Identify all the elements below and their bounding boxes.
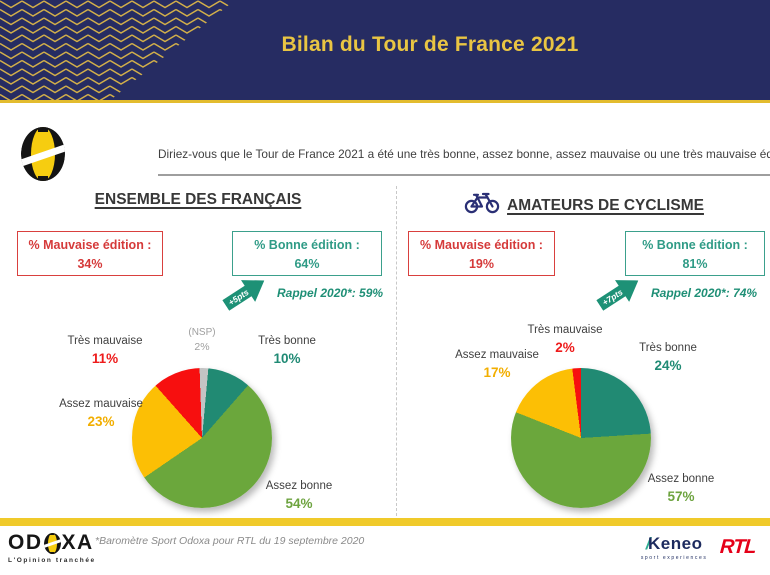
header: Bilan du Tour de France 2021 [0,0,770,100]
rtl-logo: RTL [719,536,757,558]
pie-label-nsp: (NSP) 2% [188,327,216,353]
odoxa-logo: OD XA L'Opinion tranchée [8,531,96,564]
survey-question: Diriez-vous que le Tour de France 2021 a… [158,147,770,161]
good-edition-label: % Bonne édition : [254,238,360,252]
trend-up-arrow-icon: +7pts [593,270,646,317]
good-edition-label: % Bonne édition : [642,238,748,252]
header-divider [0,100,770,103]
pie-label-assez-mauvaise: Assez mauvaise 17% [455,349,539,380]
pie-label-assez-mauvaise: Assez mauvaise 23% [59,398,143,429]
trend-delta: +5pts [226,286,251,308]
bad-edition-value: 19% [468,257,495,272]
bad-edition-box: % Mauvaise édition : 19% [408,231,555,276]
rappel-text: Rappel 2020*: 59% [277,286,384,300]
bad-edition-label: % Mauvaise édition : [28,238,152,252]
panel-title: AMATEURS DE CYCLISME [398,191,770,215]
bad-edition-box: % Mauvaise édition : 34% [17,231,163,276]
keneo-logo: /Keneo sport experiences [641,534,708,561]
pie-chart-amateurs [511,368,651,508]
panel-ensemble-des-francais: ENSEMBLE DES FRANÇAIS % Mauvaise édition… [0,186,396,518]
trend-delta: +7pts [600,286,625,308]
good-edition-box: % Bonne édition : 64% [232,231,382,276]
bicycle-icon [464,192,500,214]
panel-title-text: ENSEMBLE DES FRANÇAIS [94,191,302,208]
good-edition-value: 64% [294,257,320,272]
trend-up-arrow-icon: +5pts [219,270,272,317]
question-underline [158,174,770,176]
good-edition-box: % Bonne édition : 81% [625,231,765,276]
pie-label-tres-bonne: Très bonne 10% [258,335,316,366]
odoxa-o-icon [43,532,61,554]
pie-label-assez-bonne: Assez bonne 54% [265,480,333,511]
odoxa-suffix: XA [61,531,94,554]
pie-label-assez-bonne: Assez bonne 57% [647,473,715,504]
pie-chart-ensemble [132,368,272,508]
keneo-tagline: sport experiences [640,555,708,561]
keneo-wordmark: Keneo [648,534,703,553]
odoxa-prefix: OD [8,531,43,554]
rappel-2020: +7pts Rappel 2020*: 74% [596,280,757,306]
rappel-2020: +5pts Rappel 2020*: 59% [222,280,383,306]
panel-divider [396,186,397,516]
panel-title: ENSEMBLE DES FRANÇAIS [0,191,396,209]
panel-amateurs-de-cyclisme: AMATEURS DE CYCLISME % Mauvaise édition … [398,186,770,518]
bad-edition-label: % Mauvaise édition : [420,238,543,252]
footer-accent-bar [0,518,770,526]
footer: OD XA L'Opinion tranchée *Baromètre Spor… [0,526,770,575]
partner-logos: /Keneo sport experiences RTL [641,534,757,561]
page-title: Bilan du Tour de France 2021 [281,33,579,56]
odoxa-logo-icon [21,127,65,181]
odoxa-tagline: L'Opinion tranchée [8,557,96,564]
panel-title-text: AMATEURS DE CYCLISME [507,197,704,214]
pie-label-tres-bonne: Très bonne 24% [639,342,697,373]
good-edition-value: 81% [682,257,708,272]
source-note: *Baromètre Sport Odoxa pour RTL du 19 se… [95,535,365,547]
bad-edition-value: 34% [77,257,103,272]
pie-label-tres-mauvaise: Très mauvaise 11% [67,335,143,366]
rappel-text: Rappel 2020*: 74% [651,286,758,300]
keneo-accent-icon: / [645,534,652,553]
pie-label-tres-mauvaise: Très mauvaise 2% [527,324,603,355]
odoxa-wordmark: OD XA [8,531,96,555]
